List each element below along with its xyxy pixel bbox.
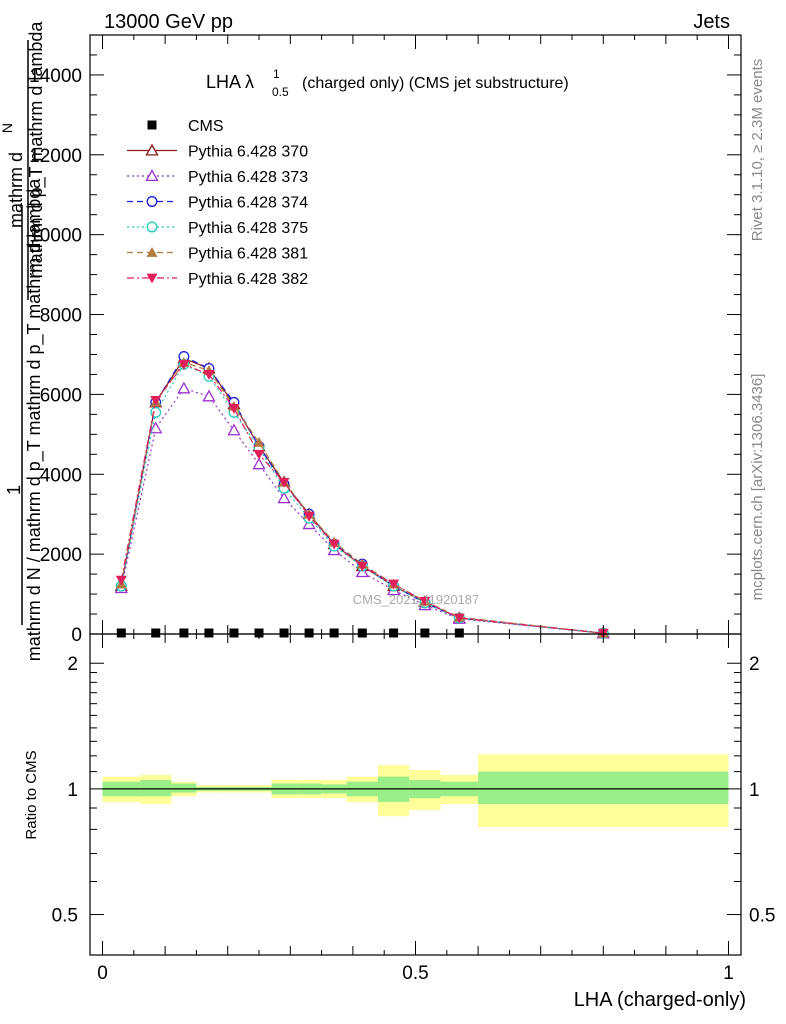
x-axis-label: LHA (charged-only) — [574, 989, 746, 1011]
ratio-panel: 0 0.5 1 0.5 0.5 1 1 2 2 — [52, 633, 775, 984]
data-point — [179, 628, 189, 638]
main-y-tick-label: 0 — [71, 625, 82, 646]
legend-entry-0: CMS — [147, 118, 224, 135]
legend-entry-5: Pythia 6.428 381 — [127, 246, 308, 263]
data-point — [228, 403, 240, 414]
main-y-tick-label: 6000 — [40, 385, 82, 406]
data-point — [453, 613, 465, 624]
main-y-tick-label: 10000 — [29, 226, 82, 247]
data-point — [303, 511, 315, 522]
x-tick-label: 1 — [723, 963, 734, 984]
data-point — [204, 628, 214, 638]
ratio-y-tick-label-right: 0.5 — [749, 906, 775, 927]
data-point — [304, 628, 314, 638]
mcplots-label: mcplots.cern.ch [arXiv:1306.3436] — [749, 374, 766, 601]
legend-label: Pythia 6.428 370 — [188, 144, 308, 161]
legend-entry-6: Pythia 6.428 382 — [127, 271, 308, 288]
ratio-y-tick-label: 0.5 — [52, 906, 78, 927]
x-tick-label: 0 — [97, 963, 108, 984]
x-tick-label: 0.5 — [402, 963, 428, 984]
ratio-inner-band-1 — [140, 780, 172, 797]
legend-label: Pythia 6.428 375 — [188, 220, 308, 237]
legend-marker — [146, 221, 158, 233]
series-0 — [116, 628, 464, 638]
main-panel: 0 2000 4000 6000 8000 10000 12000 14000 LHA λ 1… — [29, 34, 742, 646]
ratio-y-label: Ratio to CMS — [23, 750, 40, 839]
data-point — [389, 628, 399, 638]
main-title-lha: LHA λ — [206, 72, 254, 92]
header-energy: 13000 GeV pp — [104, 11, 233, 33]
legend-label: Pythia 6.428 381 — [188, 246, 308, 263]
data-point — [356, 561, 368, 572]
ratio-y-tick-label: 1 — [67, 780, 78, 801]
legend-marker — [145, 169, 159, 182]
legend-marker — [146, 196, 158, 207]
data-point — [116, 628, 126, 638]
data-point — [253, 436, 265, 447]
data-point — [178, 360, 190, 370]
main-y-tick-label: 2000 — [40, 545, 82, 566]
legend-marker — [145, 143, 159, 156]
legend-marker — [146, 273, 158, 284]
y-label-rest: mathrm d N / mathrm d p_T mathrm d p_T m… — [24, 178, 45, 661]
main-y-tick-label: 12000 — [29, 146, 82, 167]
y-label-frac-top: mathrm d — [6, 152, 26, 228]
legend-entry-2: Pythia 6.428 373 — [127, 169, 308, 186]
legend-label: Pythia 6.428 374 — [188, 195, 308, 212]
legend-entry-4: Pythia 6.428 375 — [127, 220, 308, 237]
data-point — [252, 457, 266, 470]
ratio-inner-band-13 — [478, 771, 729, 805]
header-jets: Jets — [693, 11, 730, 33]
data-point — [329, 628, 339, 638]
legend-label: CMS — [188, 118, 224, 135]
data-point — [253, 449, 265, 460]
data-point — [277, 491, 291, 504]
rivet-label: Rivet 3.1.10, ≥ 2.3M events — [749, 59, 766, 242]
ratio-y-tick-label-right: 2 — [749, 654, 760, 675]
main-y-label: 1 mathrm d N mathrm d p_T mathrm d lambd… — [0, 21, 47, 662]
data-point — [115, 575, 127, 586]
data-point — [278, 477, 290, 488]
data-point — [454, 628, 464, 638]
data-point — [151, 628, 161, 638]
legend: CMS Pythia 6.428 370 Pythia 6.428 373 Pythi… — [127, 118, 308, 288]
data-point — [177, 381, 191, 394]
ratio-y-tick-label: 2 — [67, 654, 78, 675]
series-line-6 — [120, 363, 604, 634]
main-title: LHA λ 1 0.5 (charged only) (CMS jet subs… — [206, 67, 569, 99]
main-y-tick-label: 14000 — [29, 66, 82, 87]
legend-label: Pythia 6.428 382 — [188, 271, 308, 288]
data-point — [328, 539, 340, 550]
watermark: CMS_2021_I1920187 — [353, 592, 480, 607]
series-6 — [115, 360, 609, 639]
data-point — [150, 395, 162, 406]
y-label-frac-bottom: mathrm d p_T mathrm d lambda — [26, 21, 47, 279]
data-point — [420, 628, 430, 638]
data-point — [357, 628, 367, 638]
ratio-inner-band-2 — [171, 783, 197, 793]
data-point — [279, 628, 289, 638]
legend-marker — [146, 247, 158, 257]
data-point — [419, 596, 431, 607]
y-label-one: 1 — [4, 485, 24, 495]
main-y-tick-label: 8000 — [40, 306, 82, 327]
data-point — [388, 579, 400, 590]
legend-marker — [147, 120, 157, 130]
legend-label: Pythia 6.428 373 — [188, 169, 308, 186]
ratio-y-tick-label-right: 1 — [749, 780, 760, 801]
data-point — [202, 389, 216, 402]
data-point — [227, 423, 241, 436]
data-point — [229, 628, 239, 638]
data-point — [203, 370, 215, 380]
legend-entry-1: Pythia 6.428 370 — [127, 144, 308, 161]
main-y-tick-label: 4000 — [40, 465, 82, 486]
main-title-rest: (charged only) (CMS jet substructure) — [302, 75, 569, 92]
main-title-sub: 0.5 — [272, 85, 289, 99]
main-title-sup: 1 — [273, 67, 280, 81]
y-label-frac-n: N — [0, 123, 15, 133]
legend-entry-3: Pythia 6.428 374 — [127, 195, 308, 212]
